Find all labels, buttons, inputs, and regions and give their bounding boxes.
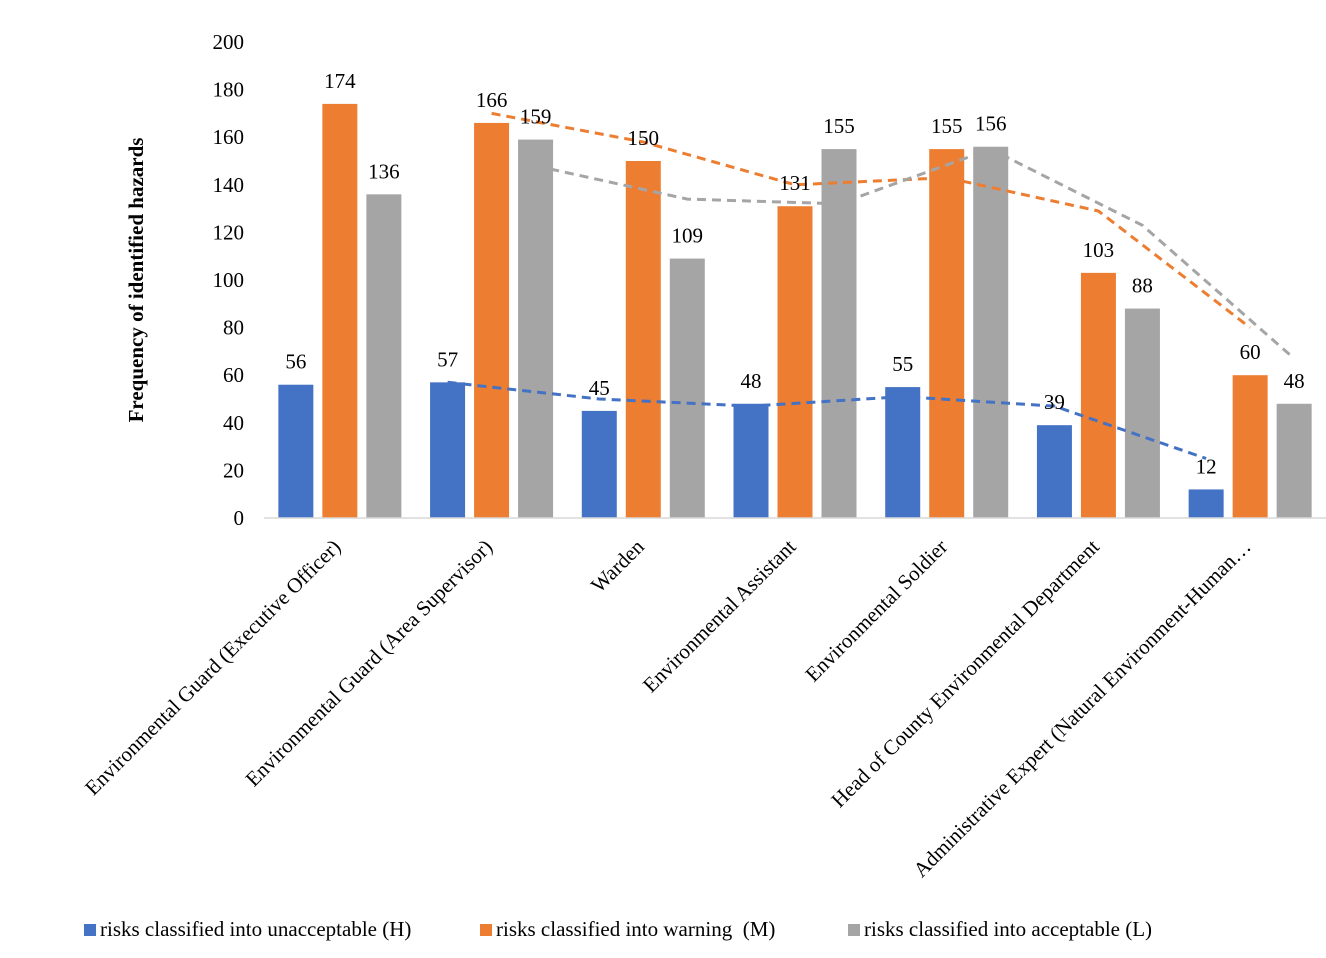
bar — [669, 258, 705, 518]
data-label: 166 — [476, 88, 508, 112]
data-label: 174 — [324, 69, 356, 93]
y-tick-label: 160 — [213, 125, 245, 149]
data-label: 55 — [892, 352, 913, 376]
data-label: 45 — [589, 376, 610, 400]
bar — [929, 149, 965, 518]
category-label: Administrative Expert (Natural Environme… — [908, 535, 1255, 882]
data-label: 48 — [741, 369, 762, 393]
bar — [973, 146, 1009, 518]
legend-swatch — [480, 924, 492, 936]
bar — [581, 410, 617, 518]
bar — [278, 384, 314, 518]
legend: risks classified into unacceptable (H) ri… — [84, 917, 1152, 941]
y-axis-ticks: 0 20 40 60 80 100 120 140 160 180 200 — [213, 30, 245, 530]
bar — [1036, 425, 1072, 518]
bar — [1232, 375, 1268, 518]
data-label: 48 — [1284, 369, 1305, 393]
y-axis-title: Frequency of identified hazards — [124, 138, 148, 423]
legend-label: risks classified into acceptable (L) — [864, 917, 1152, 941]
bar — [1124, 308, 1160, 518]
bar — [625, 161, 661, 518]
data-labels: 56 57 45 48 55 39 12 174 166 150 131 155 103 60 136 159… — [285, 69, 1304, 479]
bar — [885, 387, 921, 518]
legend-label: risks classified into warning (M) — [496, 917, 775, 941]
data-label: 12 — [1196, 454, 1217, 478]
y-tick-label: 40 — [223, 411, 244, 435]
data-label: 156 — [975, 112, 1007, 136]
bar — [777, 206, 813, 518]
legend-label: risks classified into unacceptable (H) — [100, 917, 411, 941]
bar — [733, 403, 769, 518]
bars — [278, 103, 1312, 519]
bar — [430, 382, 466, 518]
data-label: 56 — [285, 350, 306, 374]
data-label: 136 — [368, 159, 400, 183]
category-label: Environmental Assistant — [638, 534, 801, 697]
bar — [821, 149, 857, 518]
bar — [366, 194, 402, 518]
bar — [1188, 489, 1224, 518]
y-tick-label: 0 — [234, 506, 245, 530]
data-label: 109 — [672, 224, 704, 248]
bar — [474, 122, 510, 519]
y-tick-label: 60 — [223, 363, 244, 387]
legend-swatch — [848, 924, 860, 936]
category-label: Environmental Soldier — [800, 535, 952, 687]
data-label: 155 — [931, 114, 963, 138]
category-label: Head of County Environmental Department — [826, 534, 1104, 812]
data-label: 39 — [1044, 390, 1065, 414]
data-label: 57 — [437, 347, 458, 371]
legend-swatch — [84, 924, 96, 936]
trendline — [491, 111, 1252, 329]
trendlines — [447, 111, 1296, 460]
data-label: 159 — [520, 105, 552, 129]
trendline — [447, 380, 1207, 460]
bar — [1080, 272, 1116, 518]
y-tick-label: 180 — [213, 78, 245, 102]
category-label: Environmental Guard (Executive Officer) — [80, 535, 345, 800]
y-tick-label: 80 — [223, 316, 244, 340]
y-tick-label: 120 — [213, 220, 245, 244]
data-label: 131 — [779, 171, 811, 195]
data-label: 103 — [1083, 238, 1115, 262]
bar — [1276, 403, 1312, 518]
data-label: 88 — [1132, 274, 1153, 298]
data-label: 150 — [628, 126, 660, 150]
data-label: 60 — [1240, 340, 1261, 364]
y-tick-label: 100 — [213, 268, 245, 292]
y-tick-label: 20 — [223, 458, 244, 482]
category-label: Warden — [586, 534, 649, 597]
bar — [518, 139, 554, 518]
category-labels: Environmental Guard (Executive Officer)E… — [80, 534, 1256, 882]
data-label: 155 — [823, 114, 855, 138]
y-tick-label: 140 — [213, 173, 245, 197]
bar — [322, 103, 358, 518]
category-label: Environmental Guard (Area Supervisor) — [241, 535, 498, 792]
y-tick-label: 200 — [213, 30, 245, 54]
